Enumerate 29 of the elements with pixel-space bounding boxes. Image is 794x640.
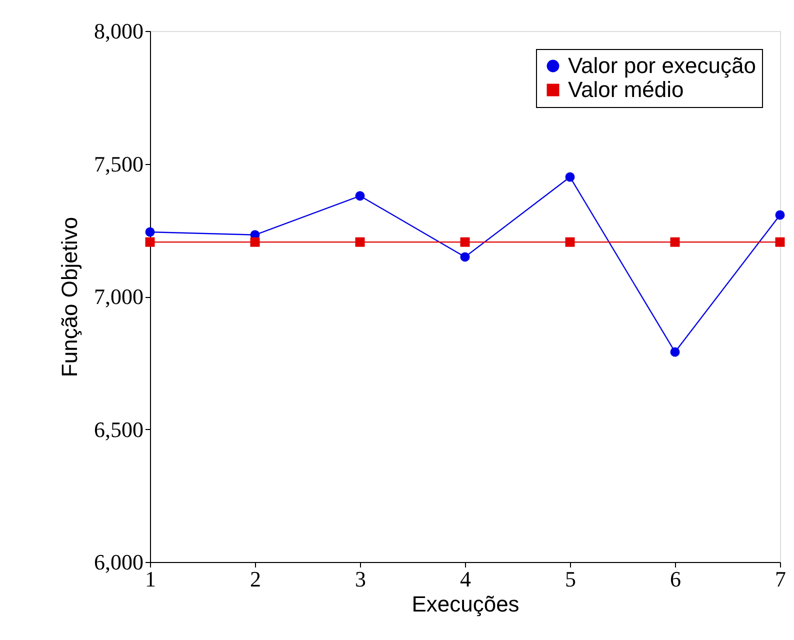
y-tick-label: 7,500 bbox=[94, 151, 144, 176]
point bbox=[145, 227, 155, 237]
legend-label: Valor médio bbox=[568, 77, 684, 102]
y-tick-label: 8,000 bbox=[94, 18, 144, 44]
x-tick-label: 6 bbox=[670, 566, 681, 592]
point bbox=[355, 237, 365, 247]
legend-label: Valor por execução bbox=[568, 53, 756, 78]
point bbox=[355, 191, 365, 201]
point bbox=[565, 172, 575, 182]
point bbox=[775, 237, 785, 247]
point bbox=[670, 237, 680, 247]
x-tick-label: 4 bbox=[460, 566, 471, 592]
y-tick-label: 6,000 bbox=[94, 550, 144, 574]
point bbox=[670, 347, 680, 357]
y-tick-label: 6,500 bbox=[94, 416, 144, 442]
x-axis-title: Execuções bbox=[412, 592, 520, 616]
point bbox=[565, 237, 575, 247]
point bbox=[775, 210, 785, 220]
point bbox=[460, 252, 470, 262]
point bbox=[460, 237, 470, 247]
y-tick-label: 7,000 bbox=[94, 284, 144, 309]
point bbox=[250, 237, 260, 247]
x-tick-label: 5 bbox=[565, 566, 576, 592]
y-axis-title: Função Objetivo bbox=[57, 216, 82, 378]
point bbox=[145, 237, 155, 247]
x-tick-label: 7 bbox=[775, 566, 786, 592]
x-tick-label: 1 bbox=[145, 566, 156, 592]
x-tick-label: 3 bbox=[355, 566, 366, 592]
x-tick-label: 2 bbox=[250, 566, 261, 592]
